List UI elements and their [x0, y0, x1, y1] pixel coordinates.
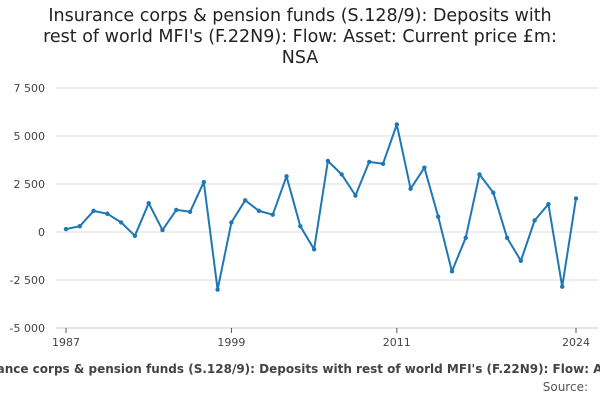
data-point: [408, 186, 413, 191]
data-point: [546, 201, 551, 207]
data-point: [353, 193, 358, 198]
data-point: [298, 224, 303, 229]
data-point: [532, 218, 537, 223]
data-point: [242, 198, 248, 203]
y-tick-label: -5 000: [10, 322, 45, 335]
data-point: [394, 122, 400, 127]
data-point: [311, 247, 317, 252]
data-point: [435, 214, 441, 219]
data-point: [560, 284, 565, 289]
data-point: [422, 165, 427, 170]
source-label: Source:: [542, 380, 588, 394]
data-point: [270, 212, 275, 217]
data-point: [229, 220, 234, 225]
chart-title-line-3: NSA: [281, 48, 319, 68]
data-point: [284, 174, 289, 179]
x-tick-label: 1987: [52, 336, 80, 349]
data-point: [201, 179, 207, 185]
chart-caption: Insurance corps & pension funds (S.128/9…: [0, 362, 600, 376]
data-point: [491, 190, 496, 195]
y-tick-label: 0: [38, 226, 45, 239]
data-point: [339, 172, 344, 177]
y-tick-label: 5 000: [14, 130, 46, 143]
data-point: [477, 172, 482, 177]
x-tick-label: 1999: [217, 336, 245, 349]
data-point: [91, 208, 96, 214]
data-point: [325, 158, 331, 164]
chart-title-line-2: rest of world MFI's (F.22N9): Flow: Asse…: [43, 27, 557, 47]
series-line: [65, 123, 577, 291]
chart-caption-text: Insurance corps & pension funds (S.128/9…: [0, 362, 600, 376]
y-tick-label: 7 500: [14, 82, 46, 95]
chart-title: Insurance corps & pension funds (S.128/9…: [0, 6, 600, 69]
data-point: [77, 224, 82, 229]
data-point: [256, 208, 262, 214]
data-point: [118, 220, 124, 225]
data-point: [367, 159, 372, 165]
data-point: [380, 161, 386, 167]
data-point: [215, 287, 220, 292]
data-point: [105, 211, 110, 216]
chart-title-line-1: Insurance corps & pension funds (S.128/9…: [48, 6, 552, 26]
data-point: [187, 209, 193, 215]
y-tick-label: 2 500: [14, 178, 46, 191]
x-tick-label: 2011: [383, 336, 411, 349]
data-point: [449, 269, 455, 274]
x-tick-label: 2024: [562, 336, 590, 349]
data-point: [463, 235, 468, 240]
data-point: [63, 226, 69, 232]
data-point: [132, 233, 138, 239]
data-point: [146, 201, 151, 206]
data-point: [573, 196, 579, 201]
data-point: [174, 207, 179, 213]
data-point: [504, 235, 510, 240]
data-point: [518, 258, 524, 263]
y-tick-label: -2 500: [10, 274, 45, 287]
data-point: [160, 227, 165, 233]
